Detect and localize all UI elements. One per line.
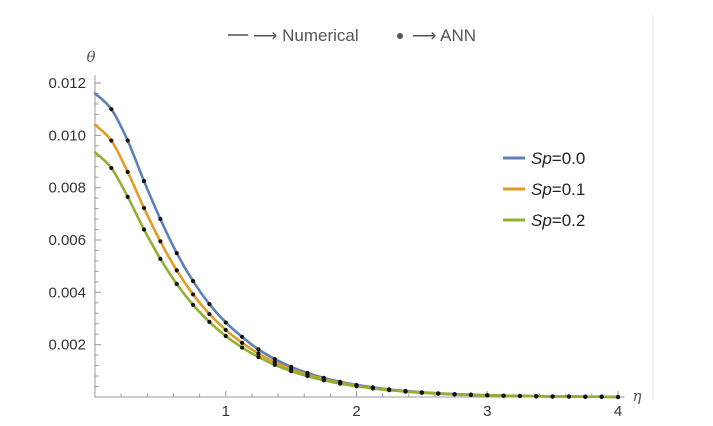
ann-points bbox=[109, 107, 621, 400]
ann-point bbox=[190, 302, 196, 307]
ann-point bbox=[289, 368, 294, 374]
ann-point bbox=[125, 194, 130, 199]
ann-point bbox=[141, 205, 147, 211]
series-lines bbox=[93, 92, 620, 399]
ann-point bbox=[158, 256, 163, 261]
axis-ticks bbox=[95, 82, 619, 397]
ann-point bbox=[354, 384, 359, 389]
y-tick-label: 0.006 bbox=[48, 232, 86, 249]
y-tick-label: 0.010 bbox=[48, 127, 86, 144]
ann-point bbox=[256, 351, 261, 356]
ann-point bbox=[158, 239, 163, 244]
ann-point bbox=[141, 179, 147, 184]
top-legend-ann-label: ⟶ ANN bbox=[412, 26, 476, 45]
top-legend-ann-dot bbox=[397, 33, 403, 39]
ann-point bbox=[190, 292, 196, 297]
ann-point bbox=[517, 393, 523, 399]
legend-label: Sp=0.2 bbox=[531, 211, 585, 230]
ann-point bbox=[403, 389, 408, 394]
ann-point bbox=[174, 281, 179, 287]
ann-point bbox=[370, 386, 375, 391]
ann-point bbox=[223, 320, 228, 325]
ann-point bbox=[468, 392, 474, 398]
ann-point bbox=[501, 393, 506, 398]
ann-point bbox=[223, 327, 228, 333]
ann-point bbox=[109, 165, 114, 171]
legend-label: Sp=0.1 bbox=[531, 180, 585, 199]
ann-point bbox=[239, 345, 245, 350]
ann-point bbox=[272, 362, 277, 367]
ann-point bbox=[207, 302, 212, 307]
y-tick-label: 0.008 bbox=[48, 180, 86, 197]
legend-label: Sp=0.0 bbox=[531, 149, 585, 168]
y-tick-label: 0.012 bbox=[48, 75, 86, 92]
series-line-Sp-0-0 bbox=[93, 92, 620, 399]
ann-point bbox=[387, 388, 392, 393]
y-tick-label: 0.002 bbox=[48, 337, 86, 354]
ann-point bbox=[272, 356, 277, 362]
ann-point bbox=[109, 138, 114, 143]
ann-point bbox=[174, 250, 179, 256]
x-tick-label: 1 bbox=[222, 403, 230, 420]
y-tick-label: 0.004 bbox=[48, 284, 86, 301]
ann-point bbox=[599, 394, 604, 399]
ann-point bbox=[109, 107, 114, 112]
ann-point bbox=[141, 227, 147, 232]
ann-point bbox=[207, 319, 212, 325]
ann-point bbox=[125, 138, 130, 143]
ann-point bbox=[436, 391, 441, 396]
ann-point bbox=[338, 381, 343, 386]
axes bbox=[94, 75, 625, 398]
top-legend-numerical-label: ⟶ Numerical bbox=[253, 26, 359, 45]
ann-point bbox=[256, 347, 261, 352]
ann-point bbox=[158, 216, 163, 222]
ann-point bbox=[550, 394, 555, 399]
ann-point bbox=[321, 378, 326, 383]
ann-point bbox=[223, 333, 228, 339]
ann-point bbox=[125, 169, 130, 175]
y-axis-label: θ bbox=[86, 48, 95, 66]
ann-point bbox=[583, 394, 588, 399]
ann-point bbox=[239, 334, 245, 339]
x-axis-label: η bbox=[633, 387, 642, 405]
ann-point bbox=[239, 340, 245, 345]
ann-point bbox=[485, 393, 490, 398]
ann-point bbox=[190, 278, 196, 284]
series-legend: Sp=0.0 Sp=0.1 Sp=0.2 bbox=[503, 149, 585, 230]
ann-point bbox=[615, 394, 621, 400]
ann-point bbox=[534, 394, 539, 399]
ann-point bbox=[207, 311, 212, 317]
top-legend: ⟶ Numerical ⟶ ANN bbox=[228, 26, 476, 45]
x-tick-label: 3 bbox=[483, 403, 491, 420]
x-tick-label: 4 bbox=[614, 403, 622, 420]
tick-labels: 1 2 3 4 0.002 0.004 0.006 0.008 0.010 0.012 bbox=[48, 75, 622, 420]
ann-point bbox=[256, 354, 261, 360]
ann-point bbox=[566, 394, 572, 399]
ann-point bbox=[174, 268, 179, 273]
ann-point bbox=[419, 390, 424, 395]
x-tick-label: 2 bbox=[352, 403, 360, 420]
ann-point bbox=[305, 373, 310, 379]
ann-point bbox=[452, 392, 457, 397]
